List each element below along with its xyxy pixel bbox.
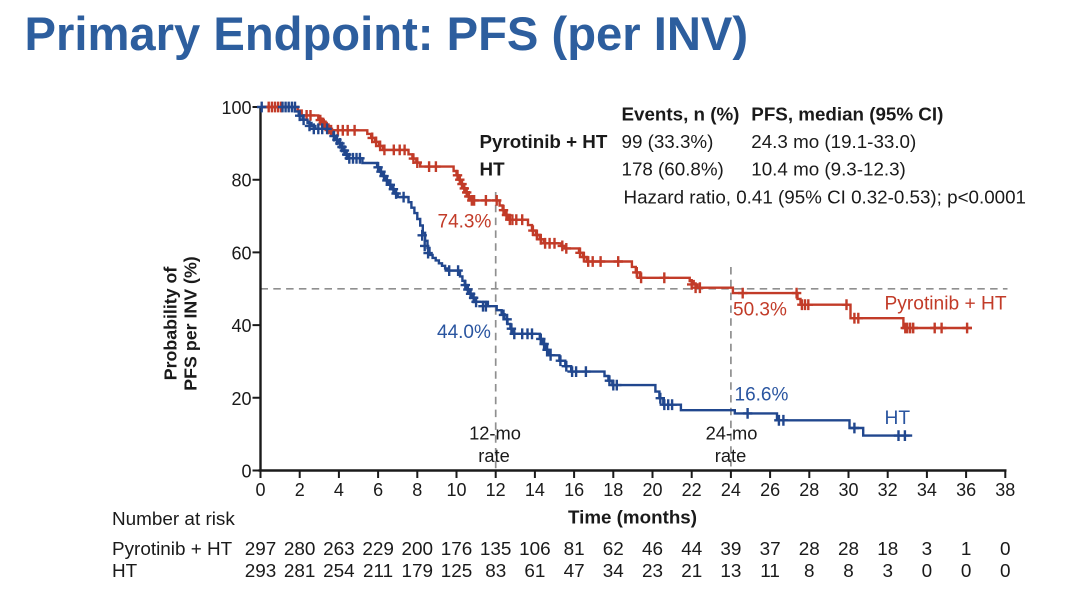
svg-text:37: 37 [760,539,781,560]
svg-text:20: 20 [231,389,251,409]
svg-text:176: 176 [441,539,473,560]
svg-text:254: 254 [323,561,355,582]
svg-text:18: 18 [603,480,623,500]
svg-text:3: 3 [882,561,893,582]
svg-text:34: 34 [603,561,624,582]
svg-text:28: 28 [838,539,859,560]
svg-text:2: 2 [295,480,305,500]
svg-text:211: 211 [363,561,393,582]
svg-text:rate: rate [715,445,747,466]
svg-text:6: 6 [373,480,383,500]
svg-text:178 (60.8%): 178 (60.8%) [622,158,724,179]
svg-text:18: 18 [877,539,898,560]
svg-text:16: 16 [564,480,584,500]
svg-text:20: 20 [642,480,662,500]
svg-text:13: 13 [720,561,741,582]
svg-text:80: 80 [231,171,251,191]
svg-text:HT: HT [480,158,506,179]
svg-text:21: 21 [681,561,702,582]
svg-text:36: 36 [956,480,976,500]
svg-text:1: 1 [961,539,972,560]
svg-text:Events, n (%): Events, n (%) [622,103,740,124]
svg-text:125: 125 [441,561,473,582]
svg-text:38: 38 [995,480,1015,500]
svg-text:280: 280 [284,539,316,560]
svg-text:26: 26 [760,480,780,500]
svg-text:12: 12 [486,480,506,500]
svg-text:83: 83 [485,561,506,582]
svg-text:44: 44 [681,539,702,560]
svg-text:81: 81 [564,539,585,560]
svg-text:135: 135 [480,539,512,560]
svg-text:23: 23 [642,561,663,582]
svg-text:Pyrotinib + HT: Pyrotinib + HT [112,539,233,560]
svg-text:28: 28 [799,480,819,500]
svg-text:0: 0 [922,561,933,582]
svg-text:10.4 mo (9.3-12.3): 10.4 mo (9.3-12.3) [751,158,906,179]
svg-text:100: 100 [221,98,251,118]
svg-text:Hazard ratio, 0.41 (95% CI 0.3: Hazard ratio, 0.41 (95% CI 0.32-0.53); p… [624,186,1026,207]
svg-text:62: 62 [603,539,624,560]
svg-text:61: 61 [524,561,545,582]
svg-text:297: 297 [245,539,277,560]
svg-text:HT: HT [885,408,911,429]
svg-text:28: 28 [799,539,820,560]
svg-text:8: 8 [412,480,422,500]
svg-text:Probability ofPFS per INV (%): Probability ofPFS per INV (%) [161,256,201,390]
svg-text:24-mo: 24-mo [706,423,758,444]
svg-text:60: 60 [231,243,251,263]
svg-text:34: 34 [917,480,937,500]
svg-text:14: 14 [525,480,545,500]
svg-text:Number at risk: Number at risk [112,509,235,530]
svg-text:74.3%: 74.3% [438,212,492,233]
svg-text:Pyrotinib + HT: Pyrotinib + HT [885,294,1007,315]
svg-text:46: 46 [642,539,663,560]
svg-text:0: 0 [961,561,972,582]
svg-text:281: 281 [284,561,316,582]
svg-text:44.0%: 44.0% [437,322,491,343]
svg-text:32: 32 [878,480,898,500]
svg-text:50.3%: 50.3% [733,300,787,321]
svg-text:106: 106 [519,539,551,560]
svg-text:10: 10 [446,480,466,500]
svg-text:rate: rate [478,445,510,466]
svg-text:40: 40 [231,316,251,336]
svg-text:22: 22 [682,480,702,500]
svg-text:8: 8 [843,561,854,582]
svg-text:PFS, median (95% CI): PFS, median (95% CI) [751,103,943,124]
svg-text:Time (months): Time (months) [568,507,697,528]
svg-text:99 (33.3%): 99 (33.3%) [622,131,714,152]
svg-text:24: 24 [721,480,741,500]
svg-text:HT: HT [112,561,138,582]
svg-text:11: 11 [760,561,780,582]
svg-text:12-mo: 12-mo [469,423,521,444]
svg-text:4: 4 [334,480,344,500]
svg-text:30: 30 [838,480,858,500]
svg-text:293: 293 [245,561,277,582]
svg-text:0: 0 [241,462,251,482]
svg-text:47: 47 [564,561,585,582]
svg-text:8: 8 [804,561,815,582]
svg-text:3: 3 [922,539,933,560]
svg-text:39: 39 [720,539,741,560]
svg-text:16.6%: 16.6% [735,385,789,406]
svg-text:0: 0 [1000,539,1011,560]
svg-text:200: 200 [402,539,434,560]
svg-text:0: 0 [1000,561,1011,582]
svg-text:Pyrotinib + HT: Pyrotinib + HT [480,131,608,152]
svg-text:0: 0 [255,480,265,500]
svg-text:229: 229 [362,539,394,560]
svg-text:24.3 mo (19.1-33.0): 24.3 mo (19.1-33.0) [751,131,916,152]
svg-text:179: 179 [402,561,434,582]
svg-text:263: 263 [323,539,355,560]
